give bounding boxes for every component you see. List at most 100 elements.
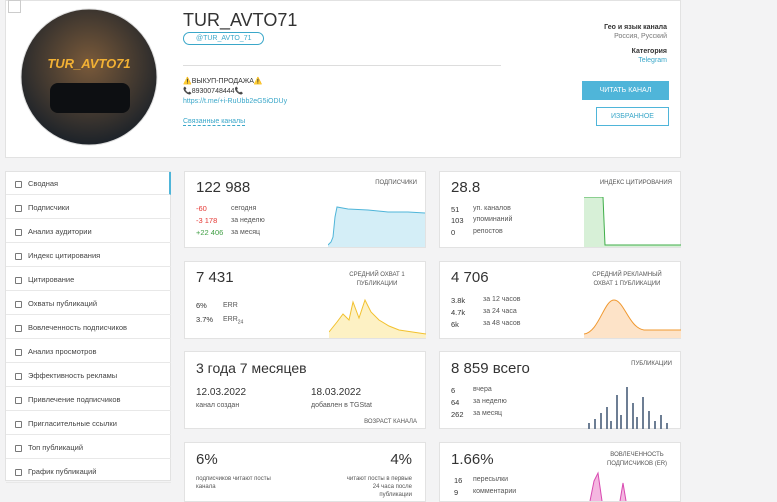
card-value: 8 859 — [451, 360, 489, 377]
card-value: 122 988 — [196, 179, 251, 196]
row-label: подписчиков читают посты канала — [196, 476, 271, 490]
geo-label: Гео и язык канала — [604, 24, 667, 31]
card-title: ВОЗРАСТ КАНАЛА — [364, 419, 417, 425]
row-label: за 48 часов — [483, 320, 521, 327]
menu-item[interactable]: Анализ аудитории — [6, 220, 171, 243]
card-value: 4% — [390, 451, 412, 468]
divider — [183, 65, 501, 66]
category-label: Категория — [631, 48, 667, 55]
row-value: 18.03.2022 — [311, 387, 362, 398]
card-value: 1.66% — [451, 451, 494, 468]
channel-handle[interactable]: @TUR_AVTO_71 — [183, 32, 265, 45]
row-label: за 12 часов — [483, 296, 521, 303]
menu-item[interactable]: Охваты публикаций — [6, 292, 171, 315]
row-label: ERR24 — [223, 316, 243, 325]
card-value: 7 431 — [196, 269, 234, 286]
row-value: 262 — [451, 410, 464, 419]
row-value: 3.7% — [196, 315, 214, 324]
card-title: ПУБЛИКАЦИИ — [631, 361, 672, 367]
card-title: ПОДПИСЧИКИ — [375, 180, 417, 186]
row-label: канал создан — [196, 402, 240, 409]
card-ad-reach: 4 706 СРЕДНИЙ РЕКЛАМНЫЙ ОХВАТ 1 ПУБЛИКАЦ… — [439, 261, 681, 339]
avatar-text: TUR_AVTO71 — [47, 56, 130, 71]
card-subscribers: 122 988 ПОДПИСЧИКИ -60 сегодня -3 178 за н… — [184, 171, 426, 248]
subscript: 24 — [237, 319, 244, 326]
category-value[interactable]: Telegram — [638, 57, 667, 64]
row-value: 4.7k — [451, 308, 466, 317]
row-value: 16 — [454, 476, 463, 485]
row-value: 9 — [454, 488, 459, 497]
card-citation: 28.8 ИНДЕКС ЦИТИРОВАНИЯ 51 уп. каналов 10… — [439, 171, 681, 248]
card-value: 3 года 7 месяцев — [196, 360, 307, 376]
menu-item[interactable]: Цитирование — [6, 268, 171, 291]
row-label: вчера — [473, 386, 492, 393]
read-button[interactable]: ЧИТАТЬ КАНАЛ — [582, 81, 669, 100]
row-label: за 24 часа — [483, 308, 517, 315]
card-posts: 8 859 всего ПУБЛИКАЦИИ 6 вчера 64 за недел… — [439, 351, 681, 429]
row-label: уп. каналов — [473, 205, 511, 212]
menu-item[interactable]: Индекс цитирования — [6, 244, 171, 267]
menu-toggle[interactable] — [8, 0, 21, 13]
favorite-button[interactable]: ИЗБРАННОЕ — [596, 107, 669, 126]
card-readers: 6% подписчиков читают посты канала 4% чи… — [184, 442, 426, 502]
row-value: 6% — [196, 301, 207, 310]
row-label: за месяц — [231, 229, 261, 236]
row-label: ERR — [223, 316, 238, 323]
card-title: ИНДЕКС ЦИТИРОВАНИЯ — [599, 180, 672, 186]
description-line: ⚠️ВЫКУП-ПРОДАЖА⚠️ — [183, 78, 263, 85]
row-value: 103 — [451, 216, 464, 225]
row-label: сегодня — [231, 205, 257, 212]
channel-header: TUR_AVTO71 TUR_AVTO71 @TUR_AVTO_71 ⚠️ВЫК… — [5, 0, 681, 158]
card-title: ВОВЛЕЧЕННОСТЬ ПОДПИСЧИКОВ (ER) — [606, 452, 668, 467]
row-value: -3 178 — [196, 216, 218, 225]
row-value: 6k — [451, 320, 459, 329]
card-suffix: всего — [492, 360, 530, 377]
row-value: 0 — [451, 228, 456, 237]
card-engagement: 1.66% ВОВЛЕЧЕННОСТЬ ПОДПИСЧИКОВ (ER) 16 п… — [439, 442, 681, 502]
description-line: 📞89300748444📞 — [183, 88, 244, 95]
row-label: читают посты в первые 24 часа после публ… — [346, 476, 412, 498]
row-label: за неделю — [473, 398, 507, 405]
menu-item[interactable]: Анализ просмотров — [6, 340, 171, 363]
card-title: СРЕДНИЙ РЕКЛАМНЫЙ ОХВАТ 1 ПУБЛИКАЦИИ — [592, 272, 662, 287]
card-value: 28.8 — [451, 179, 481, 196]
menu-item[interactable]: Вовлеченность подписчиков — [6, 316, 171, 339]
row-value: 6 — [451, 386, 456, 395]
card-age: 3 года 7 месяцев 12.03.2022 канал создан … — [184, 351, 426, 429]
menu-item[interactable]: Топ публикаций — [6, 436, 171, 459]
row-label: за месяц — [473, 410, 503, 417]
row-value: 64 — [451, 398, 460, 407]
row-label: добавлен в TGStat — [311, 402, 372, 409]
sparkline — [328, 206, 425, 247]
sidebar-menu: Сводная Подписчики Анализ аудитории Индекс … — [5, 171, 171, 483]
row-label: комментарии — [473, 488, 517, 495]
menu-item[interactable]: Пригласительные ссылки — [6, 412, 171, 435]
menu-item[interactable]: Подписчики — [6, 196, 171, 219]
channel-title: TUR_AVTO71 — [183, 10, 298, 30]
row-label: за неделю — [231, 217, 265, 224]
row-value: +22 406 — [196, 228, 224, 237]
card-title: СРЕДНИЙ ОХВАТ 1 ПУБЛИКАЦИИ — [349, 272, 405, 287]
card-reach: 7 431 СРЕДНИЙ ОХВАТ 1 ПУБЛИКАЦИИ 6% ERR 3… — [184, 261, 426, 339]
menu-item[interactable]: Эффективность рекламы — [6, 364, 171, 387]
card-value: 4 706 — [451, 269, 489, 286]
channel-link[interactable]: https://t.me/+i-RuUbb2eG5iODUy — [183, 98, 288, 105]
menu-item[interactable]: Сводная — [6, 172, 171, 195]
row-label: пересылки — [473, 476, 509, 483]
sparkline — [584, 197, 681, 247]
sparkline — [329, 298, 426, 338]
row-label: ERR — [223, 302, 238, 309]
menu-item[interactable]: Привлечение подписчиков — [6, 388, 171, 411]
row-label: упоминаний — [473, 216, 513, 223]
row-value: 12.03.2022 — [196, 387, 247, 398]
related-link[interactable]: Связанные каналы — [183, 118, 246, 126]
bar-sparkline — [588, 387, 668, 429]
menu-item[interactable]: График публикаций — [6, 460, 171, 483]
avatar: TUR_AVTO71 — [20, 8, 158, 146]
card-value: 6% — [196, 451, 218, 468]
geo-value: Россия, Русский — [614, 33, 667, 40]
row-value: 51 — [451, 205, 460, 214]
sparkline — [584, 299, 681, 338]
row-value: 3.8k — [451, 296, 466, 305]
